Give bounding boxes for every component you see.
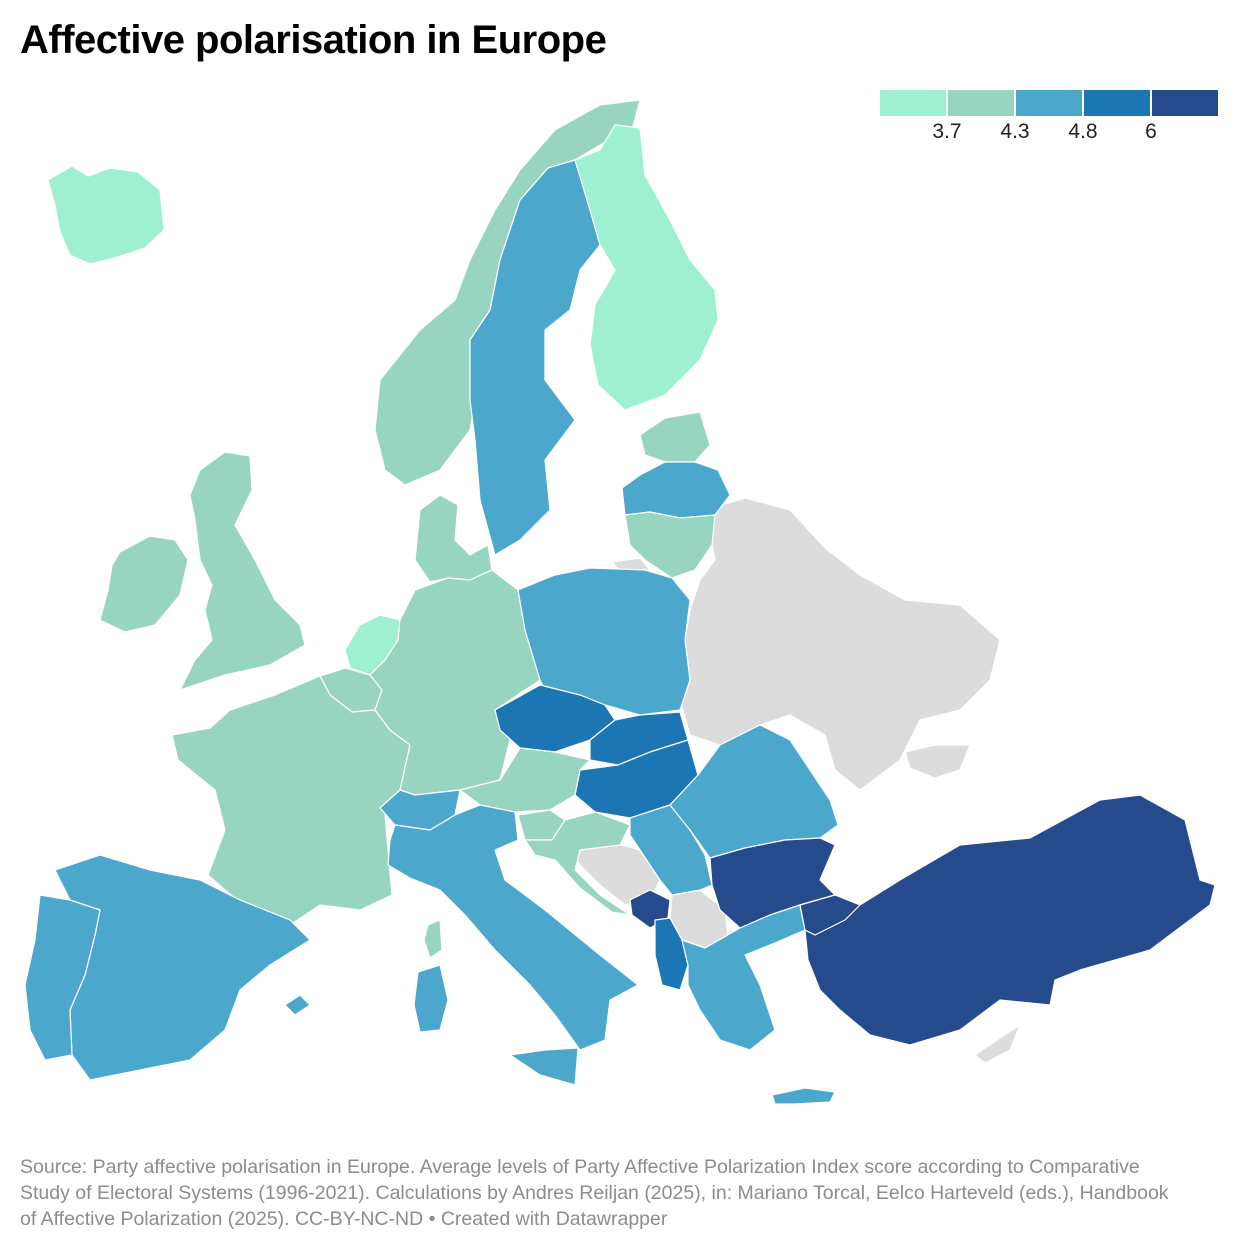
estonia[interactable]: [639, 411, 711, 463]
france[interactable]: [171, 675, 411, 926]
sicily[interactable]: [509, 1047, 579, 1086]
crete[interactable]: [771, 1087, 836, 1105]
source-footer: Source: Party affective polarisation in …: [20, 1156, 1169, 1230]
sweden[interactable]: [469, 159, 601, 556]
italy[interactable]: [387, 804, 639, 1051]
greece[interactable]: [681, 904, 806, 1051]
poland[interactable]: [517, 567, 691, 716]
iceland[interactable]: [47, 165, 165, 265]
ireland[interactable]: [99, 535, 189, 633]
legend-tick-3: 4.8: [1068, 120, 1098, 143]
legend-swatch-1: [880, 90, 946, 116]
turkey[interactable]: [799, 794, 1216, 1046]
albania[interactable]: [654, 917, 689, 991]
croatia[interactable]: [524, 811, 631, 916]
cyprus-region[interactable]: [974, 1024, 1021, 1064]
color-legend: 3.7 4.3 4.8 6: [880, 90, 1220, 150]
chart-title: Affective polarisation in Europe: [20, 18, 607, 62]
denmark[interactable]: [414, 494, 493, 583]
legend-swatch-2: [948, 90, 1014, 116]
europe-map: [24, 99, 1216, 1105]
latvia[interactable]: [621, 461, 731, 519]
balearic-islands[interactable]: [284, 994, 311, 1016]
legend-swatch-5: [1152, 90, 1218, 116]
crimea-region[interactable]: [904, 744, 971, 779]
united-kingdom[interactable]: [179, 451, 306, 691]
corsica[interactable]: [423, 919, 443, 959]
legend-swatch-3: [1016, 90, 1082, 116]
lithuania[interactable]: [624, 511, 716, 579]
legend-swatch-4: [1084, 90, 1150, 116]
turkey-thrace[interactable]: [799, 894, 861, 936]
finland[interactable]: [574, 124, 719, 411]
legend-tick-2: 4.3: [1000, 120, 1030, 143]
legend-tick-4: 6: [1145, 120, 1157, 143]
legend-tick-1: 3.7: [932, 120, 962, 143]
portugal[interactable]: [24, 894, 101, 1061]
sardinia[interactable]: [413, 964, 449, 1033]
